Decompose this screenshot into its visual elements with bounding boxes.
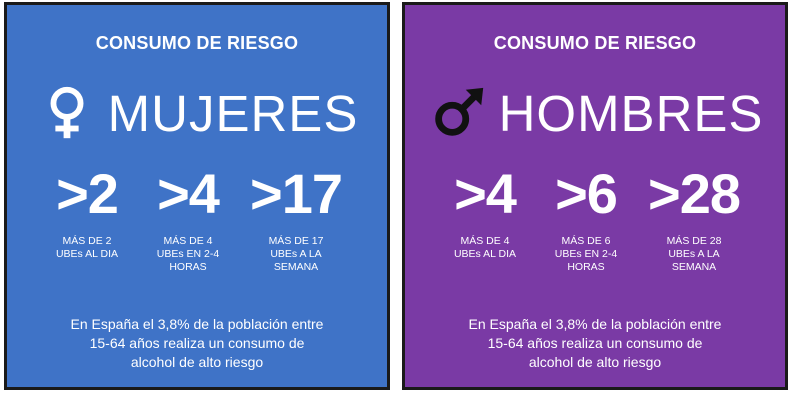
women-title: MUJERES bbox=[107, 84, 359, 142]
stat-value: >4 bbox=[454, 162, 517, 225]
stat-description: MÁS DE 4 UBEs EN 2-4 HORAS bbox=[156, 235, 220, 273]
stat-value: >28 bbox=[648, 162, 741, 225]
stat-description: MÁS DE 28 UBEs A LA SEMANA bbox=[666, 235, 722, 273]
men-kicker: CONSUMO DE RIESGO bbox=[493, 33, 697, 53]
women-panel: CONSUMO DE RIESGO MUJERES >2 MÁS DE 2 UB… bbox=[4, 2, 390, 390]
women-stat: >17 MÁS DE 17 UBEs A LA SEMANA bbox=[238, 163, 354, 274]
men-stats: >4 MÁS DE 4 UBEs AL DIA >6 MÁS DE 6 UBEs… bbox=[405, 163, 785, 288]
women-summary: En España el 3,8% de la población entre … bbox=[70, 316, 324, 370]
women-stat: >4 MÁS DE 4 UBEs EN 2-4 HORAS bbox=[130, 163, 246, 274]
stat-description: MÁS DE 4 UBEs AL DIA bbox=[453, 235, 517, 260]
men-panel: CONSUMO DE RIESGO HOMBRES >4 MÁS DE 4 UB… bbox=[402, 2, 788, 390]
women-stats: >2 MÁS DE 2 UBEs AL DIA >4 MÁS DE 4 UBEs… bbox=[7, 163, 387, 288]
stat-description: MÁS DE 6 UBEs EN 2-4 HORAS bbox=[554, 235, 618, 273]
men-headline: HOMBRES bbox=[405, 73, 785, 153]
stat-value: >2 bbox=[56, 162, 119, 225]
men-stat: >6 MÁS DE 6 UBEs EN 2-4 HORAS bbox=[528, 163, 644, 274]
men-summary: En España el 3,8% de la población entre … bbox=[468, 316, 722, 370]
male-symbol-icon bbox=[434, 87, 483, 136]
women-stat: >2 MÁS DE 2 UBEs AL DIA bbox=[29, 163, 145, 261]
stat-description: MÁS DE 2 UBEs AL DIA bbox=[55, 235, 119, 260]
stat-value: >17 bbox=[250, 162, 343, 225]
female-symbol-icon bbox=[50, 86, 84, 139]
men-title: HOMBRES bbox=[498, 84, 764, 142]
women-kicker: CONSUMO DE RIESGO bbox=[95, 33, 299, 53]
stat-value: >6 bbox=[555, 162, 618, 225]
women-headline: MUJERES bbox=[7, 73, 387, 153]
men-stat: >4 MÁS DE 4 UBEs AL DIA bbox=[427, 163, 543, 261]
stat-description: MÁS DE 17 UBEs A LA SEMANA bbox=[268, 235, 324, 273]
men-stat: >28 MÁS DE 28 UBEs A LA SEMANA bbox=[636, 163, 752, 274]
stat-value: >4 bbox=[157, 162, 220, 225]
